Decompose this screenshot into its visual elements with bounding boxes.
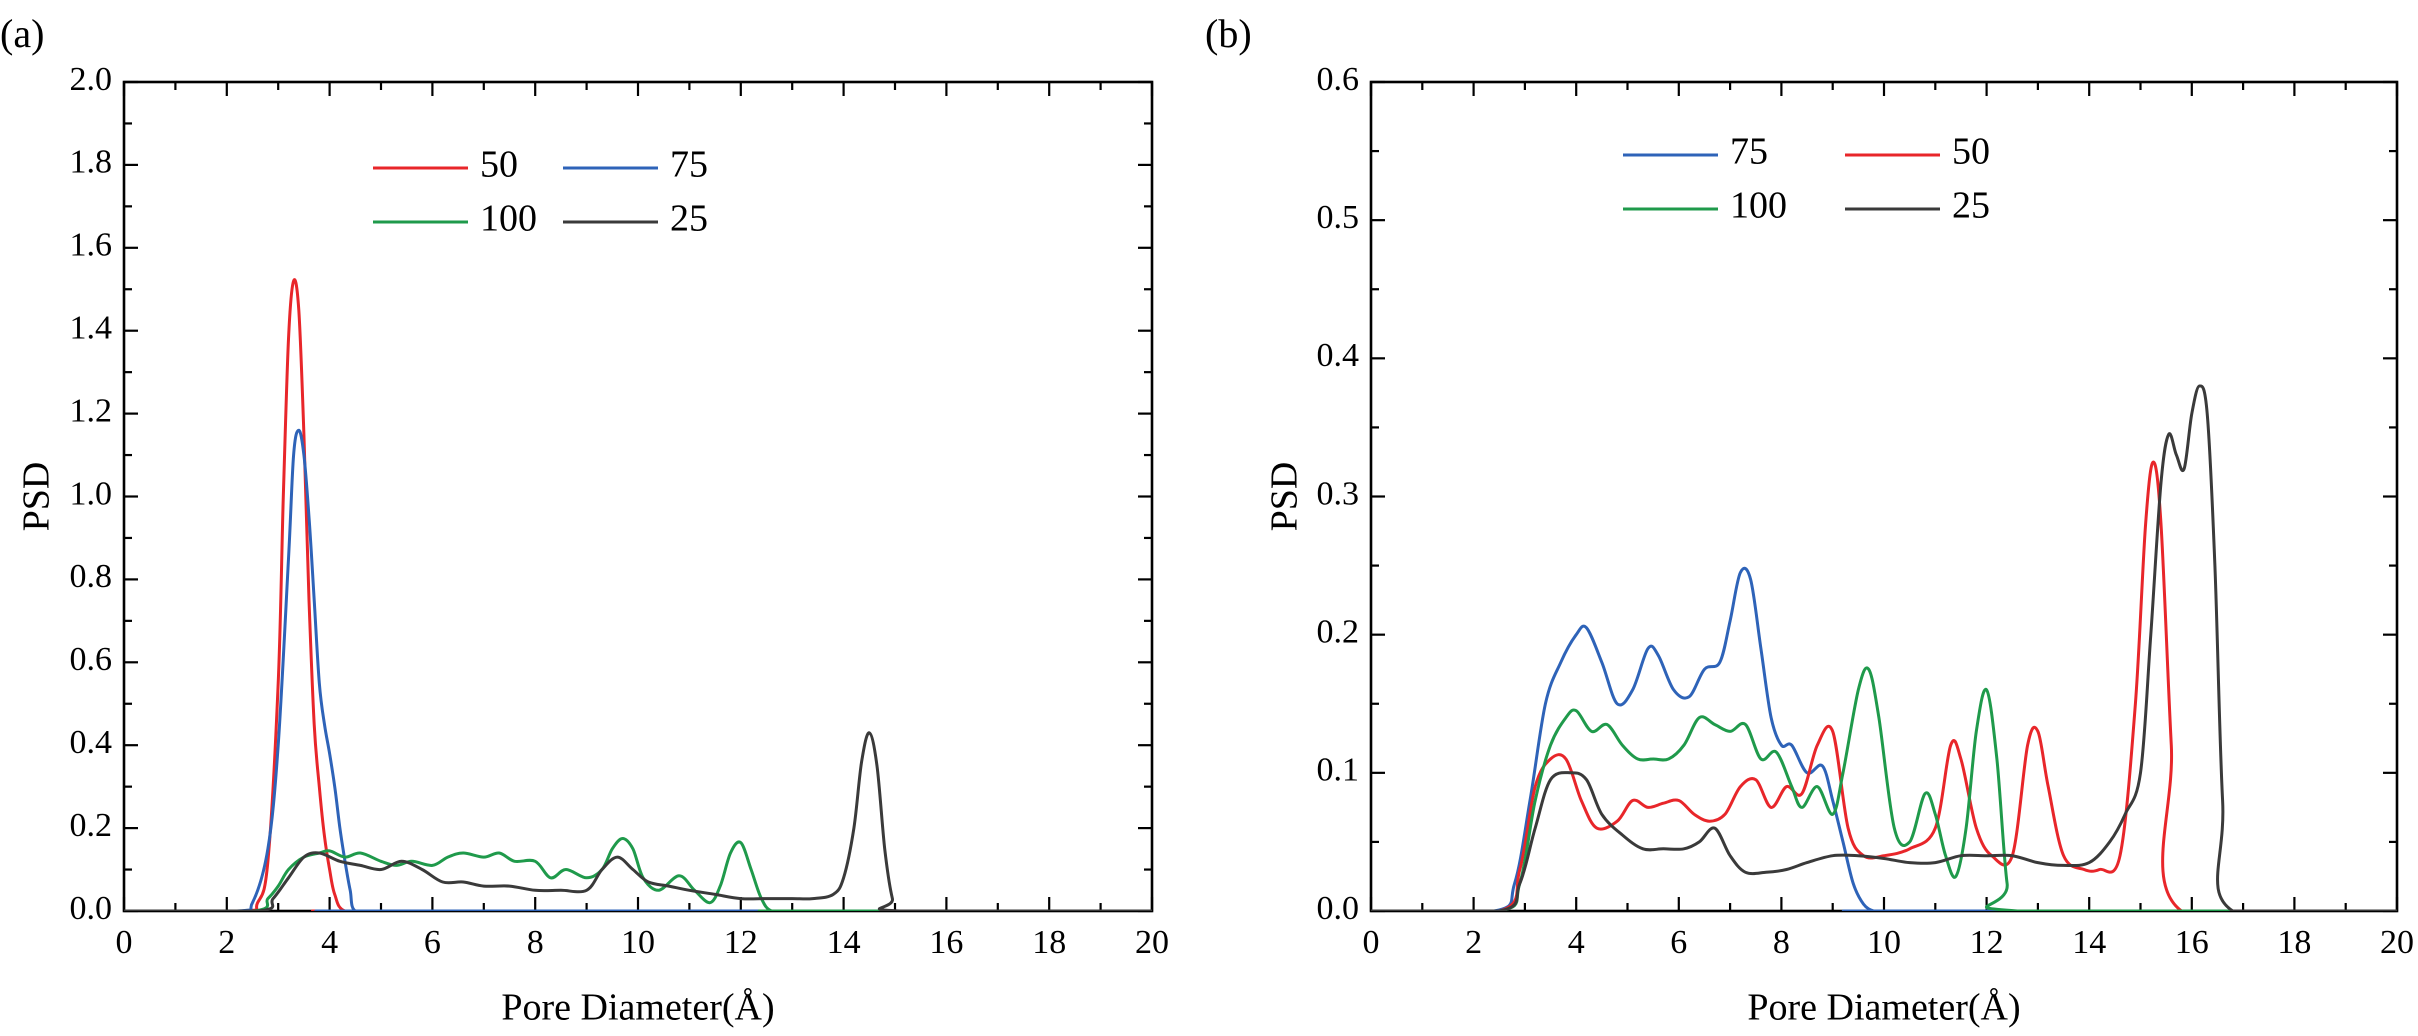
legend-label-75: 75 bbox=[1730, 131, 1768, 173]
x-tick-label: 10 bbox=[621, 924, 655, 961]
legend-label-50: 50 bbox=[480, 144, 518, 186]
y-tick-label: 1.0 bbox=[70, 475, 113, 512]
x-tick-label: 12 bbox=[724, 924, 758, 961]
x-tick-label: 18 bbox=[2277, 924, 2311, 961]
y-tick-label: 1.6 bbox=[70, 227, 113, 264]
y-tick-label: 0.6 bbox=[70, 641, 113, 678]
panel-label: (a) bbox=[0, 11, 44, 56]
x-axis-title: Pore Diameter(Å) bbox=[501, 987, 774, 1029]
series-line-100 bbox=[124, 837, 1152, 911]
series-line-50 bbox=[124, 278, 1152, 911]
x-tick-label: 12 bbox=[1970, 924, 2004, 961]
series-group bbox=[1371, 384, 2397, 911]
panel-b: (b) 0 2 4 6 8 10 12 14 16 18 20 0.0 0.1 0.2 0.3 0.4 0.5 0.… bbox=[1205, 11, 2414, 1029]
y-tick-label: 0.8 bbox=[70, 558, 113, 595]
x-tick-label: 16 bbox=[2175, 924, 2209, 961]
x-tick-label: 2 bbox=[218, 924, 235, 961]
series-line-25 bbox=[1371, 384, 2397, 911]
y-tick-label: 0.2 bbox=[1317, 613, 1360, 650]
y-tick-label: 0.4 bbox=[70, 724, 113, 761]
legend: 75 50 100 25 bbox=[1623, 131, 1990, 227]
y-tick-label: 0.6 bbox=[1317, 61, 1360, 98]
x-tick-label: 6 bbox=[424, 924, 441, 961]
y-tick-label: 0.4 bbox=[1317, 337, 1360, 374]
x-tick-label: 20 bbox=[1135, 924, 1169, 961]
panel-a: (a) 0 2 4 6 8 10 12 14 16 18 20 0.0 0.2 0.4 0.6 0.8 1.0 1.… bbox=[0, 11, 1169, 1029]
legend-label-100: 100 bbox=[480, 198, 537, 240]
y-tick-label: 0.0 bbox=[1317, 890, 1360, 927]
y-tick-label: 2.0 bbox=[70, 61, 113, 98]
x-tick-label: 0 bbox=[116, 924, 133, 961]
x-tick-label: 18 bbox=[1032, 924, 1066, 961]
x-tick-label: 4 bbox=[1568, 924, 1585, 961]
series-line-50 bbox=[1371, 460, 2397, 911]
x-tick-label: 0 bbox=[1363, 924, 1380, 961]
y-tick-label: 0.2 bbox=[70, 807, 113, 844]
y-tick-label: 1.8 bbox=[70, 144, 113, 181]
legend: 50 75 100 25 bbox=[373, 144, 708, 240]
x-tick-label: 8 bbox=[527, 924, 544, 961]
y-tick-label: 0.0 bbox=[70, 890, 113, 927]
x-tick-label: 16 bbox=[929, 924, 963, 961]
x-tick-label: 2 bbox=[1465, 924, 1482, 961]
panel-label: (b) bbox=[1205, 11, 1252, 56]
x-tick-label: 6 bbox=[1670, 924, 1687, 961]
x-tick-label: 4 bbox=[321, 924, 338, 961]
y-tick-label: 1.2 bbox=[70, 392, 113, 429]
legend-label-50: 50 bbox=[1952, 131, 1990, 173]
y-tick-label: 0.1 bbox=[1317, 752, 1360, 789]
series-line-100 bbox=[1371, 666, 2397, 911]
x-axis-title: Pore Diameter(Å) bbox=[1747, 987, 2020, 1029]
plot-frame bbox=[122, 80, 1154, 913]
plot-frame bbox=[1369, 80, 2399, 913]
legend-label-100: 100 bbox=[1730, 185, 1787, 227]
y-axis-title: PSD bbox=[16, 462, 58, 532]
series-line-75 bbox=[1371, 566, 2397, 911]
y-tick-label: 0.5 bbox=[1317, 199, 1360, 236]
y-axis-title: PSD bbox=[1264, 462, 1306, 532]
legend-label-25: 25 bbox=[670, 198, 708, 240]
x-tick-label: 14 bbox=[2072, 924, 2106, 961]
legend-label-75: 75 bbox=[670, 144, 708, 186]
series-line-25 bbox=[124, 731, 1152, 911]
x-tick-label: 20 bbox=[2380, 924, 2414, 961]
y-tick-label: 1.4 bbox=[70, 309, 113, 346]
x-tick-label: 10 bbox=[1867, 924, 1901, 961]
y-tick-label: 0.3 bbox=[1317, 475, 1360, 512]
x-tick-label: 8 bbox=[1773, 924, 1790, 961]
series-group bbox=[124, 278, 1152, 911]
legend-label-25: 25 bbox=[1952, 185, 1990, 227]
series-line-75 bbox=[124, 428, 1152, 911]
x-tick-label: 14 bbox=[827, 924, 861, 961]
